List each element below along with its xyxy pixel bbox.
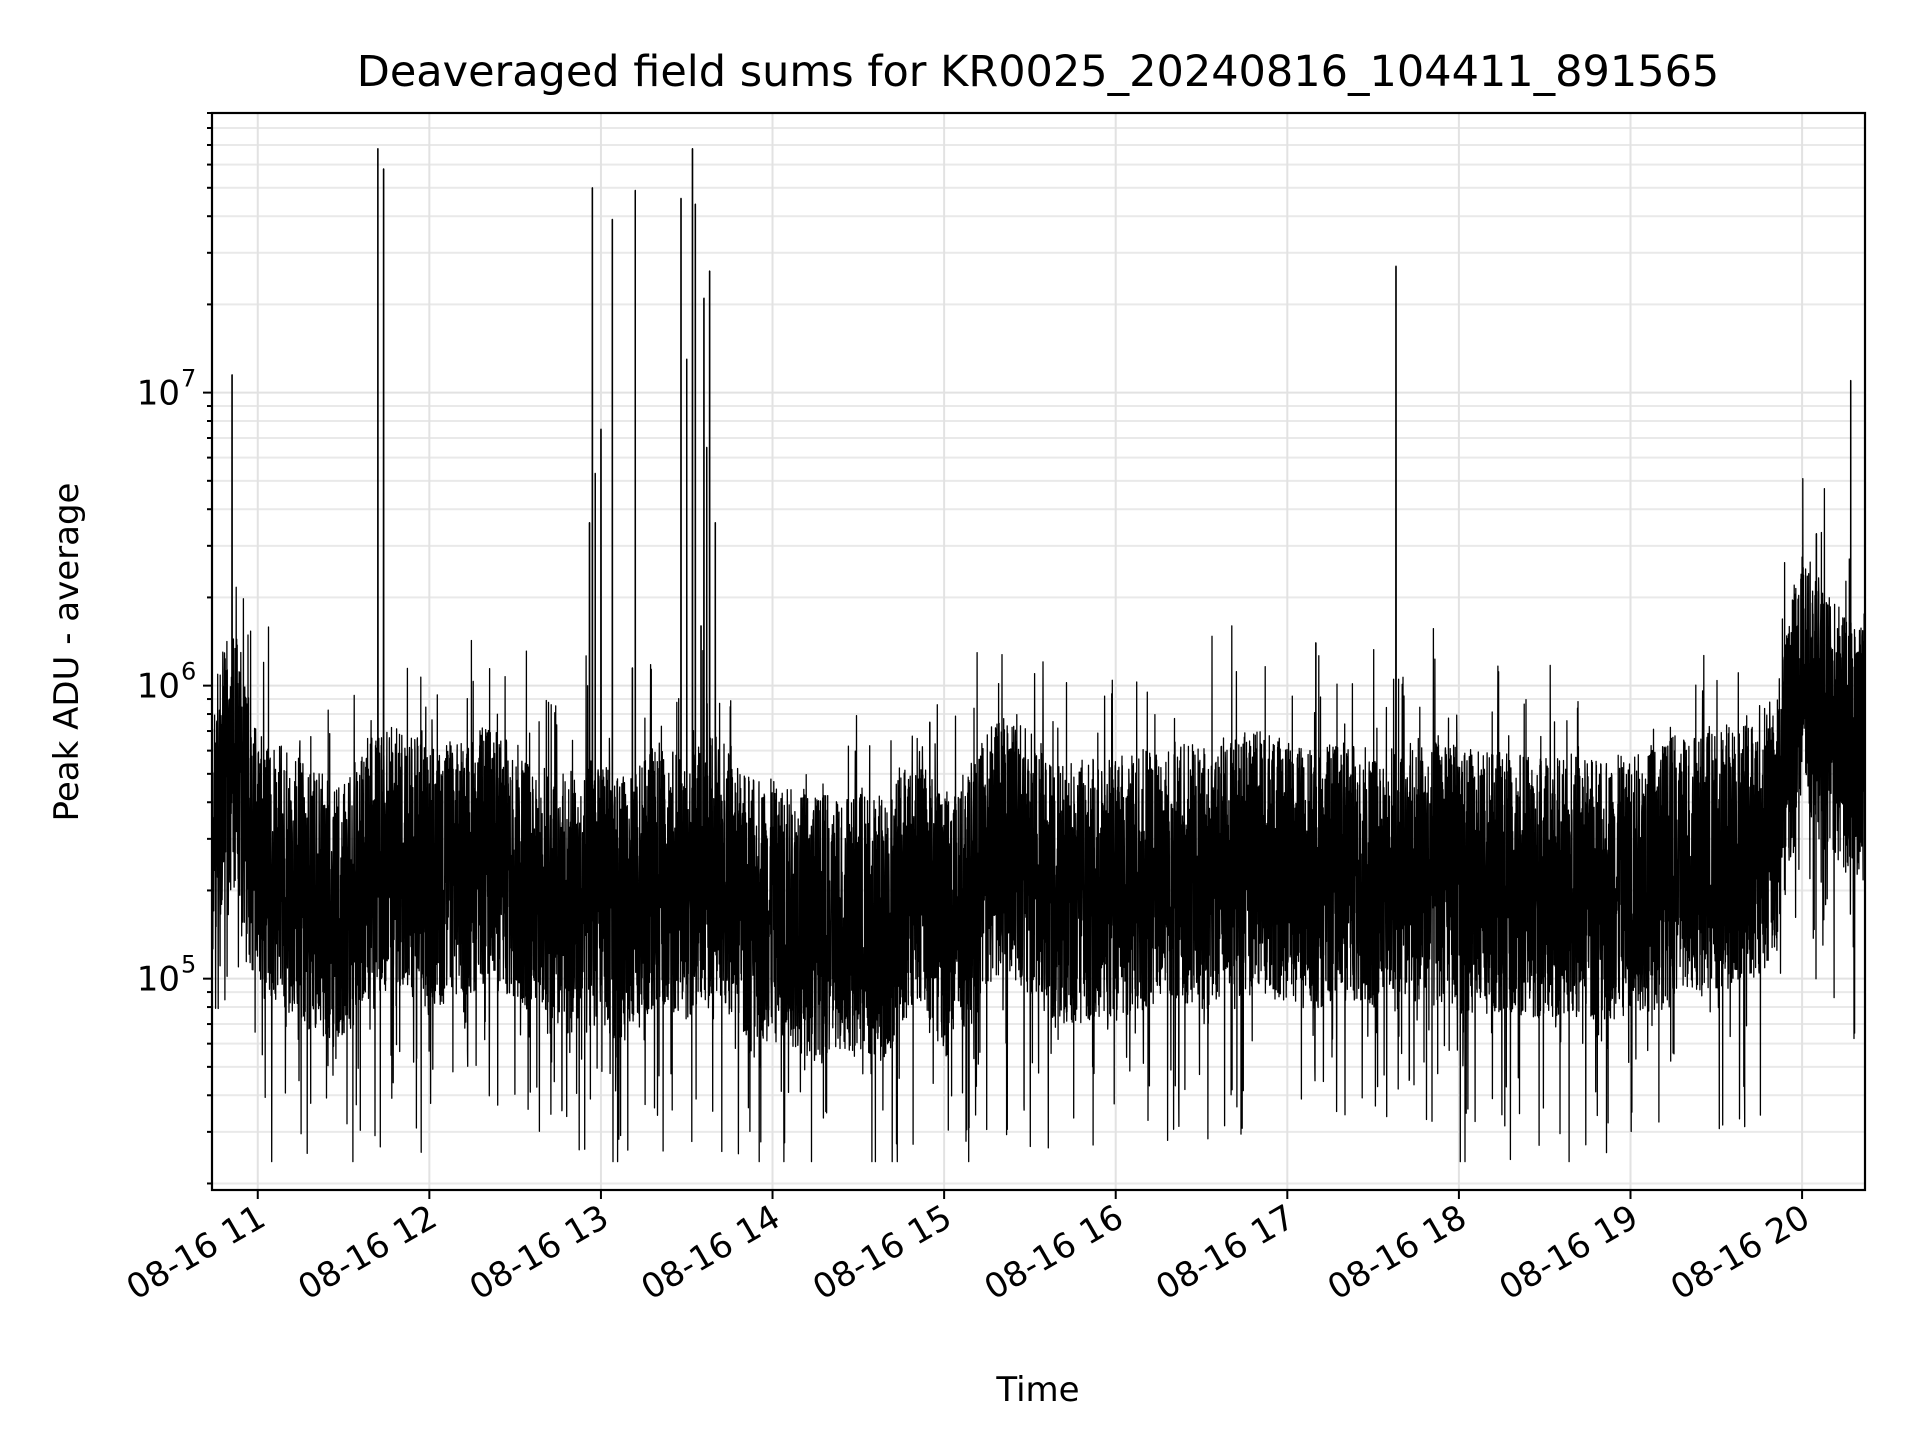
series-line	[211, 148, 1866, 1163]
y-axis-label: Peak ADU - average	[47, 483, 87, 822]
x-axis-label: Time	[995, 1370, 1079, 1410]
y-tick-exponent: 7	[181, 365, 196, 393]
y-tick-label: 10	[137, 960, 180, 1000]
plot-area-frame	[210, 111, 1867, 1192]
y-tick-label: 10	[137, 667, 180, 707]
chart-title: Deaveraged field sums for KR0025_2024081…	[357, 47, 1720, 97]
series-layer	[211, 148, 1866, 1163]
y-tick-label: 10	[137, 374, 180, 414]
y-tick-exponent: 5	[181, 951, 196, 979]
y-tick-exponent: 6	[181, 658, 196, 686]
